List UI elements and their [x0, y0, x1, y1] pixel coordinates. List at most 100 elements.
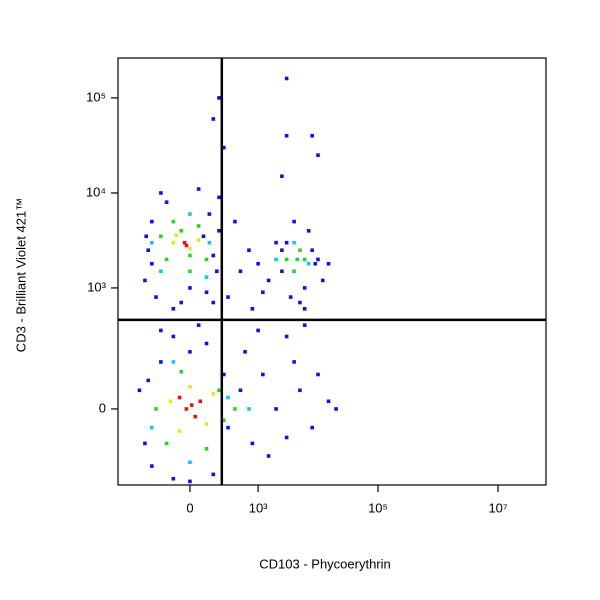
event-dot — [196, 238, 201, 242]
event-dot — [233, 219, 237, 224]
event-dot — [146, 248, 150, 252]
event-dot — [154, 295, 158, 299]
event-dot — [334, 407, 338, 411]
x-tick-label: 10³ — [249, 500, 268, 515]
event-dot — [284, 257, 289, 262]
event-dot — [201, 234, 206, 239]
event-dot — [222, 145, 226, 150]
event-dot — [288, 295, 293, 299]
y-tick-label: 10³ — [87, 279, 106, 294]
event-dot — [164, 257, 169, 262]
event-dot — [215, 269, 219, 274]
event-dot — [179, 228, 184, 233]
event-dot — [295, 257, 299, 262]
event-dot — [207, 212, 212, 216]
event-dot — [211, 117, 216, 121]
event-dot — [154, 407, 158, 411]
event-dot — [188, 286, 192, 290]
event-dot — [189, 403, 194, 407]
event-dot — [310, 133, 314, 138]
event-dot — [211, 300, 216, 305]
event-dot — [222, 418, 226, 423]
event-dot — [284, 76, 289, 81]
event-dot — [188, 253, 192, 258]
event-dot — [247, 248, 251, 252]
event-dot — [171, 219, 176, 224]
event-dot — [188, 246, 192, 251]
event-dot — [292, 269, 296, 274]
event-dot — [292, 240, 296, 245]
event-dot — [217, 228, 221, 233]
x-tick-label: 10⁵ — [368, 500, 388, 515]
event-dot — [204, 257, 209, 262]
event-dot — [159, 191, 163, 195]
event-dot — [302, 286, 307, 290]
event-dot — [250, 307, 255, 311]
event-dot — [217, 388, 221, 393]
x-tick-label: 10⁷ — [488, 500, 507, 515]
event-dot — [204, 446, 209, 451]
event-dot — [196, 224, 201, 228]
event-dot — [188, 350, 192, 354]
event-dot — [150, 219, 154, 224]
event-dot — [284, 334, 289, 339]
event-dot — [150, 261, 154, 266]
event-dot — [222, 372, 226, 377]
event-dot — [217, 195, 221, 200]
event-dot — [188, 212, 192, 216]
event-dot — [171, 360, 176, 364]
event-dot — [266, 454, 271, 458]
event-dot — [266, 278, 271, 283]
event-dot — [310, 248, 314, 252]
event-dot — [171, 307, 176, 311]
event-dot — [250, 441, 255, 446]
event-dot — [150, 425, 154, 430]
x-axis-label: CD103 - Phycoerythrin — [259, 556, 391, 571]
event-dot — [274, 257, 278, 262]
event-dot — [238, 269, 243, 274]
event-dot — [243, 350, 247, 354]
event-dot — [320, 278, 325, 283]
event-dot — [144, 234, 148, 239]
y-axis-label: CD3 - Brilliant Violet 421™ — [13, 198, 28, 352]
event-dot — [177, 429, 182, 433]
event-dot — [188, 269, 192, 274]
y-tick-label: 0 — [99, 400, 106, 415]
event-dot — [247, 407, 251, 411]
event-dot — [226, 395, 230, 400]
event-dot — [226, 425, 230, 430]
event-dot — [188, 460, 192, 465]
event-dot — [238, 388, 243, 393]
event-dot — [150, 240, 154, 245]
event-dot — [182, 240, 187, 245]
plot-frame — [117, 57, 547, 486]
event-dot — [196, 323, 201, 327]
event-dot — [298, 388, 302, 393]
event-dot — [280, 269, 284, 274]
event-dot — [164, 200, 169, 204]
event-dot — [211, 472, 216, 477]
event-dot — [326, 399, 331, 404]
event-dot — [316, 153, 320, 157]
event-dot — [233, 407, 237, 411]
event-dot — [326, 261, 331, 266]
event-dot — [184, 407, 189, 411]
x-tick-label: 0 — [186, 500, 193, 515]
event-dot — [211, 253, 216, 258]
event-dot — [298, 300, 302, 305]
event-dot — [179, 300, 184, 305]
event-dot — [164, 441, 169, 446]
event-dot — [150, 464, 154, 468]
event-dot — [179, 369, 184, 374]
event-dot — [211, 392, 216, 396]
event-dot — [261, 372, 265, 377]
y-tick-label: 10⁴ — [86, 184, 106, 199]
event-dot — [193, 414, 198, 419]
event-dot — [143, 278, 147, 283]
event-dot — [204, 341, 209, 346]
event-dot — [284, 133, 289, 138]
event-dot — [256, 261, 260, 266]
event-dot — [302, 323, 307, 327]
y-tick-label: 10⁵ — [86, 89, 106, 104]
